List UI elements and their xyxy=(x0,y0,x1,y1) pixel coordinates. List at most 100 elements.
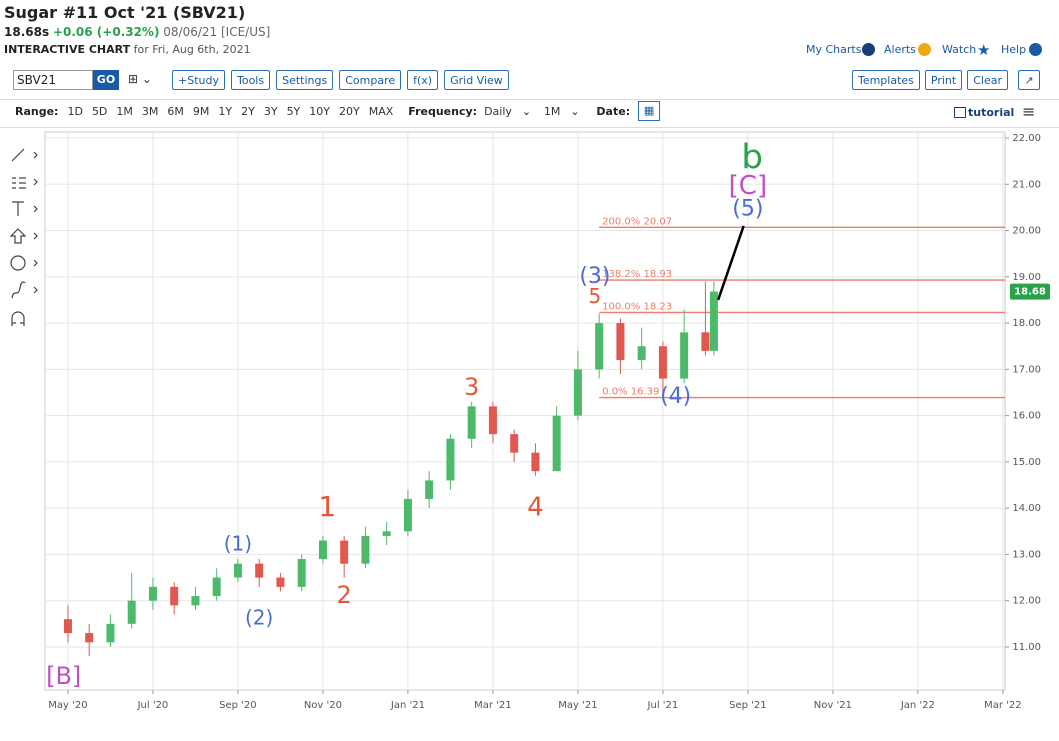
bar-type-menu[interactable]: ⊞ ⌄ xyxy=(128,72,152,86)
title: Sugar #11 Oct '21 (SBV21) xyxy=(4,3,246,22)
wave-label: (4) xyxy=(660,384,691,409)
x-tick-label: Mar '21 xyxy=(474,700,512,711)
toolbar-button[interactable]: Settings xyxy=(276,70,334,90)
toolbar-button[interactable]: +Study xyxy=(172,70,225,90)
wave-label: [C] xyxy=(729,171,767,201)
help-icon xyxy=(1029,43,1042,56)
range-option[interactable]: 20Y xyxy=(339,105,360,118)
candle-body xyxy=(255,563,264,578)
x-tick-label: Nov '20 xyxy=(304,700,342,711)
text-tool[interactable] xyxy=(12,201,24,216)
expand-button[interactable]: ↗ xyxy=(1018,70,1040,90)
y-tick-label: 12.00 xyxy=(1012,596,1041,607)
candle-body xyxy=(488,406,497,435)
candle-body xyxy=(127,600,136,624)
y-tick-label: 11.00 xyxy=(1012,642,1041,653)
range-option[interactable]: 6M xyxy=(167,105,184,118)
candle-body xyxy=(701,332,710,351)
toolbar-button[interactable]: Compare xyxy=(339,70,402,90)
wave-label: (2) xyxy=(245,606,273,630)
watch[interactable]: Watch xyxy=(942,43,977,56)
drawing-tools xyxy=(9,148,38,326)
my-charts[interactable]: My Charts xyxy=(806,43,862,56)
range-option[interactable]: 10Y xyxy=(309,105,330,118)
toolbar-button[interactable]: f(x) xyxy=(407,70,439,90)
wave-label: (1) xyxy=(224,532,252,556)
candle-body xyxy=(573,369,582,416)
range-option[interactable]: 9M xyxy=(192,105,210,118)
y-tick-label: 15.00 xyxy=(1012,457,1041,468)
y-tick-label: 21.00 xyxy=(1012,179,1041,190)
x-tick-label: Nov '21 xyxy=(814,700,852,711)
candle-body xyxy=(709,291,718,351)
change: +0.06 (+0.32%) xyxy=(52,25,160,39)
chevron xyxy=(33,151,38,159)
wave-label: 1 xyxy=(318,490,336,523)
menu-icon[interactable]: ≡ xyxy=(1022,102,1036,121)
toolbar-button[interactable]: Print xyxy=(924,70,963,90)
wave-label: (5) xyxy=(732,197,763,222)
candle-body xyxy=(467,406,476,439)
range-option[interactable]: 3Y xyxy=(263,105,278,118)
plot-frame xyxy=(44,131,1006,691)
magnet-tool[interactable] xyxy=(11,311,25,326)
help[interactable]: Help xyxy=(1001,43,1027,56)
range-label: Range: xyxy=(15,105,59,118)
date-picker[interactable]: ▦ xyxy=(638,101,661,121)
x-tick-label: Jul '20 xyxy=(137,700,169,711)
symbol-input[interactable]: SBV21 xyxy=(13,70,93,90)
candle-body xyxy=(510,434,519,453)
candle-body xyxy=(403,498,412,532)
quote-date: 08/06/21 [ICE/US] xyxy=(163,25,271,39)
divider xyxy=(0,127,1059,128)
wave-label: 5 xyxy=(589,284,602,308)
range-option[interactable]: 5D xyxy=(91,105,108,118)
fib-label: 200.0% 20.07 xyxy=(602,216,672,227)
wave-label: (3) xyxy=(579,264,610,289)
x-tick-label: May '21 xyxy=(558,700,597,711)
range-option[interactable]: 1M xyxy=(116,105,133,118)
go-button[interactable]: GO xyxy=(93,70,119,90)
candle-body xyxy=(552,415,561,472)
tutorial-link[interactable]: tutorial xyxy=(968,106,1015,119)
shape-tool[interactable] xyxy=(9,228,27,244)
toolbar-button[interactable]: Grid View xyxy=(444,70,509,90)
candle-body xyxy=(361,535,370,564)
range-option[interactable]: 1D xyxy=(67,105,83,118)
toolbar-button[interactable]: Tools xyxy=(230,70,271,90)
price: 18.68s xyxy=(4,25,50,39)
x-tick-label: Mar '22 xyxy=(984,700,1022,711)
frequency-select[interactable]: Daily xyxy=(484,105,512,118)
candle-body xyxy=(170,586,179,606)
candle-body xyxy=(276,577,285,587)
fib-tool[interactable] xyxy=(12,177,26,189)
chevron: ⌄ xyxy=(521,105,532,118)
chevron xyxy=(33,286,38,294)
x-tick-label: Jan '22 xyxy=(900,700,935,711)
chart-for: for Fri, Aug 6th, 2021 xyxy=(133,43,251,56)
label-tool[interactable] xyxy=(10,255,26,271)
divider xyxy=(0,99,1059,100)
range-option[interactable]: 3M xyxy=(141,105,159,118)
range-option[interactable]: 1Y xyxy=(218,105,233,118)
last-price-box xyxy=(1010,283,1050,300)
range-option[interactable]: MAX xyxy=(368,105,394,118)
alerts[interactable]: Alerts xyxy=(884,43,916,56)
toolbar-button[interactable]: Templates xyxy=(851,70,920,90)
curve-tool[interactable] xyxy=(11,281,26,299)
range-option[interactable]: 2Y xyxy=(241,105,255,118)
chart-label: INTERACTIVE CHART xyxy=(4,43,131,56)
range-option[interactable]: 5Y xyxy=(286,105,301,118)
candle-body xyxy=(446,438,455,481)
y-tick-label: 22.00 xyxy=(1012,133,1041,144)
quote-line: 18.68s +0.06 (+0.32%) 08/06/21 [ICE/US] xyxy=(4,25,270,39)
line-tool[interactable] xyxy=(11,148,25,162)
y-tick-label: 18.00 xyxy=(1012,318,1041,329)
candle-body xyxy=(616,323,625,361)
trend-line xyxy=(716,225,745,301)
toolbar-button[interactable]: Clear xyxy=(967,70,1008,90)
frequency-label: Frequency: xyxy=(408,105,478,118)
interval-select[interactable]: 1M xyxy=(543,105,561,118)
candle-body xyxy=(637,346,646,361)
